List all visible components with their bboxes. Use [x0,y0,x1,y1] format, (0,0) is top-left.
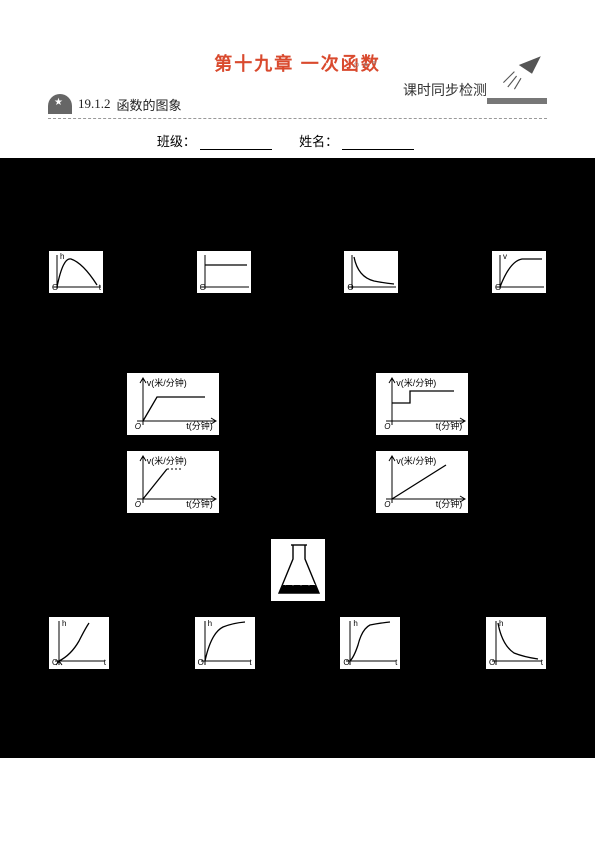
shelf-icon [487,98,547,104]
name-label: 姓名： [299,134,338,149]
tracking-label: 课时同步检测 [403,80,487,100]
y-axis-label: v(米/分钟) [396,454,436,467]
graph-concave-up: h t O [48,616,110,670]
x-axis-label: t [249,658,251,667]
x-axis-label: t(分钟) [436,419,463,432]
graph-step: O [196,250,252,294]
graph-row-3: v(米/分钟) t(分钟) O v(米/分钟) t(分钟) O [48,450,547,514]
x-axis-label: t(分钟) [186,497,213,510]
star-badge-icon [48,94,72,114]
y-axis-label: h [499,619,503,628]
origin-label: O [347,283,353,292]
velocity-graph-c: v(米/分钟) t(分钟) O [126,450,220,514]
graph-concave-down: h t O [194,616,256,670]
y-axis-label: h [353,619,357,628]
graph-decay2: h t O [485,616,547,670]
velocity-graph-b: v(米/分钟) t(分钟) O [375,372,469,436]
name-blank[interactable] [342,136,414,150]
x-axis-label: t(分钟) [436,497,463,510]
form-row: 班级： 姓名： [48,131,547,150]
graph-row-2: v(米/分钟) t(分钟) O v(米/分钟) t(分钟) O [48,372,547,436]
origin-label: O [198,658,204,667]
origin-label: O [384,500,390,509]
graph-decay: O [343,250,399,294]
content-area: h t O O O [0,158,595,758]
x-axis-label: t [541,658,543,667]
x-axis-label: t [395,658,397,667]
lamp-icon [499,54,543,98]
origin-label: O [52,658,58,667]
graph-row-1: h t O O O [48,250,547,294]
section-number: 19.1.2 [78,96,111,112]
origin-label: O [489,658,495,667]
header-decoration: ○ ∘ ° 课时同步检测 [347,52,547,112]
y-axis-label: v [503,252,507,261]
flask-graphic [270,538,326,602]
bubbles-icon: ○ ∘ ° [353,58,376,71]
velocity-graph-a: v(米/分钟) t(分钟) O [126,372,220,436]
y-axis-label: v(米/分钟) [147,376,187,389]
x-axis-label: t(分钟) [186,419,213,432]
y-axis-label: h [60,252,64,261]
class-blank[interactable] [200,136,272,150]
y-axis-label: v(米/分钟) [396,376,436,389]
class-label: 班级： [157,134,196,149]
origin-label: O [135,422,141,431]
origin-label: O [200,283,206,292]
section-name: 函数的图象 [117,95,182,114]
section-header: 19.1.2 函数的图象 ○ ∘ ° 课时同步检测 [48,94,547,119]
x-axis-label: t [99,283,101,292]
origin-label: O [343,658,349,667]
origin-label: O [495,283,501,292]
origin-label: O [52,283,58,292]
y-axis-label: v(米/分钟) [147,454,187,467]
graph-row-4: h t O h t O h [48,616,547,670]
graph-sigmoid: h t O [339,616,401,670]
origin-label: O [135,500,141,509]
y-axis-label: h [208,619,212,628]
y-axis-label: h [62,619,66,628]
graph-saturate: v O [491,250,547,294]
origin-label: O [384,422,390,431]
x-axis-label: t [104,658,106,667]
flask-row [48,538,547,602]
velocity-graph-d: v(米/分钟) t(分钟) O [375,450,469,514]
graph-peak: h t O [48,250,104,294]
